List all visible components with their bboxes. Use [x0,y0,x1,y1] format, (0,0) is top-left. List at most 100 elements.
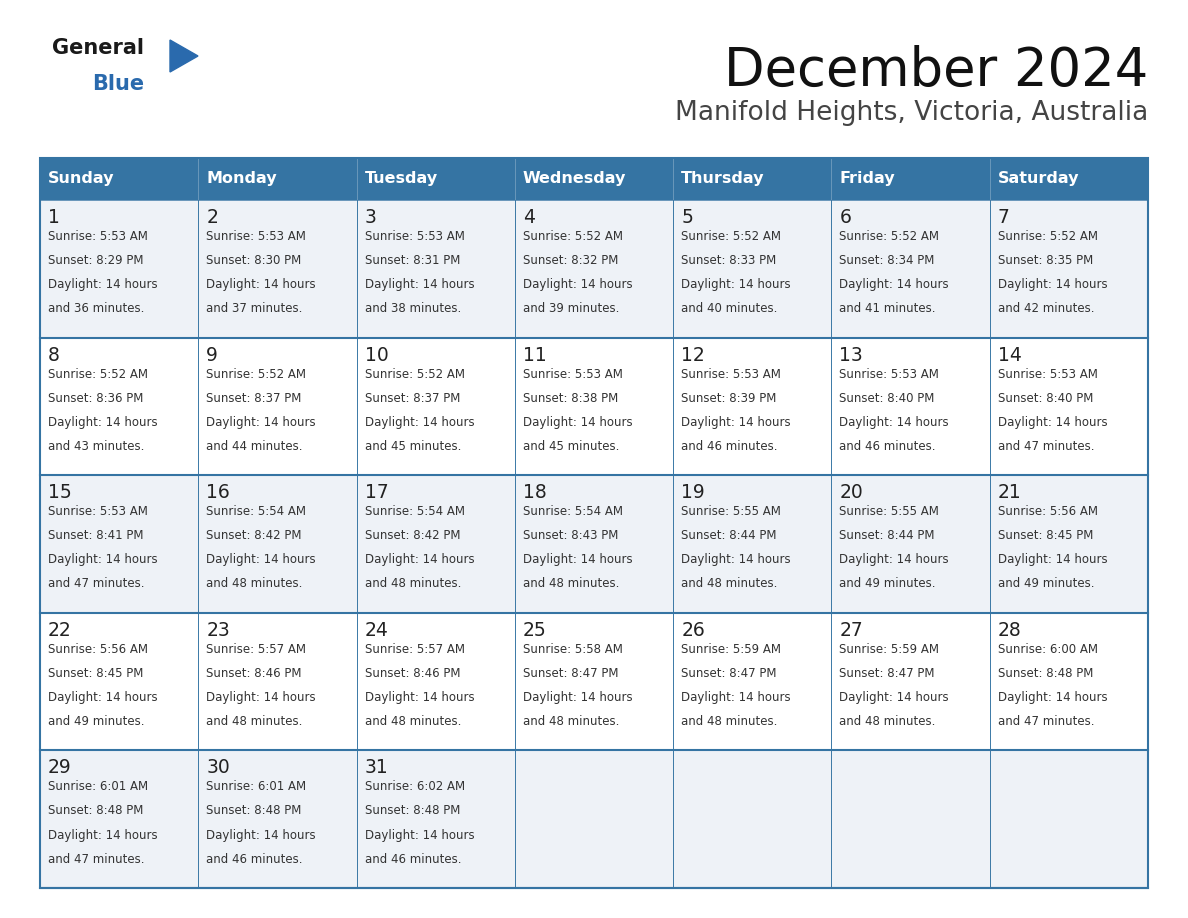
Bar [674,200,832,338]
Text: General: General [52,38,144,58]
Text: Daylight: 14 hours: Daylight: 14 hours [523,554,632,566]
Bar [198,158,356,200]
Text: Saturday: Saturday [998,172,1079,186]
Text: Daylight: 14 hours: Daylight: 14 hours [681,691,791,704]
Text: Sunset: 8:35 PM: Sunset: 8:35 PM [998,254,1093,267]
Bar [674,750,832,888]
Bar [990,476,1148,613]
Text: 27: 27 [840,621,864,640]
Text: Daylight: 14 hours: Daylight: 14 hours [48,554,158,566]
Text: Daylight: 14 hours: Daylight: 14 hours [207,278,316,291]
Text: Sunrise: 6:00 AM: Sunrise: 6:00 AM [998,643,1098,655]
Text: Sunrise: 6:02 AM: Sunrise: 6:02 AM [365,780,465,793]
Text: Sunset: 8:36 PM: Sunset: 8:36 PM [48,392,144,405]
Text: December 2024: December 2024 [723,45,1148,97]
Bar [356,750,514,888]
Text: 13: 13 [840,345,864,364]
Text: Sunday: Sunday [48,172,114,186]
Text: 24: 24 [365,621,388,640]
Text: Daylight: 14 hours: Daylight: 14 hours [840,554,949,566]
Text: and 48 minutes.: and 48 minutes. [207,577,303,590]
Bar [198,613,356,750]
Text: 7: 7 [998,208,1010,227]
Text: 29: 29 [48,758,71,778]
Text: Sunrise: 5:54 AM: Sunrise: 5:54 AM [365,505,465,518]
Text: Sunrise: 5:53 AM: Sunrise: 5:53 AM [365,230,465,243]
Text: 6: 6 [840,208,852,227]
Text: Sunset: 8:45 PM: Sunset: 8:45 PM [998,530,1093,543]
Text: 12: 12 [681,345,704,364]
Text: Daylight: 14 hours: Daylight: 14 hours [48,278,158,291]
Text: Friday: Friday [840,172,895,186]
Text: Manifold Heights, Victoria, Australia: Manifold Heights, Victoria, Australia [675,100,1148,126]
Text: Daylight: 14 hours: Daylight: 14 hours [365,278,474,291]
Bar [40,338,198,476]
Text: 11: 11 [523,345,546,364]
Text: Blue: Blue [91,74,144,94]
Text: Sunrise: 5:55 AM: Sunrise: 5:55 AM [840,505,940,518]
Polygon shape [170,40,198,72]
Text: 4: 4 [523,208,535,227]
Text: Sunrise: 5:54 AM: Sunrise: 5:54 AM [207,505,307,518]
Text: 16: 16 [207,483,230,502]
Bar [514,476,674,613]
Text: Daylight: 14 hours: Daylight: 14 hours [998,554,1107,566]
Text: Sunrise: 5:57 AM: Sunrise: 5:57 AM [365,643,465,655]
Text: Daylight: 14 hours: Daylight: 14 hours [207,829,316,842]
Text: 23: 23 [207,621,230,640]
Text: Sunset: 8:31 PM: Sunset: 8:31 PM [365,254,460,267]
Text: 28: 28 [998,621,1022,640]
Text: Sunset: 8:46 PM: Sunset: 8:46 PM [207,666,302,680]
Text: Sunset: 8:42 PM: Sunset: 8:42 PM [207,530,302,543]
Text: 25: 25 [523,621,546,640]
Text: Sunset: 8:41 PM: Sunset: 8:41 PM [48,530,144,543]
Text: and 46 minutes.: and 46 minutes. [840,440,936,453]
Bar [198,476,356,613]
Text: Daylight: 14 hours: Daylight: 14 hours [48,691,158,704]
Text: and 48 minutes.: and 48 minutes. [840,715,936,728]
Text: and 37 minutes.: and 37 minutes. [207,302,303,315]
Text: and 47 minutes.: and 47 minutes. [48,853,145,866]
Text: Sunrise: 5:57 AM: Sunrise: 5:57 AM [207,643,307,655]
Text: Daylight: 14 hours: Daylight: 14 hours [365,416,474,429]
Text: Daylight: 14 hours: Daylight: 14 hours [681,554,791,566]
Bar [356,158,514,200]
Text: Daylight: 14 hours: Daylight: 14 hours [207,691,316,704]
Text: Sunrise: 5:59 AM: Sunrise: 5:59 AM [681,643,782,655]
Text: 19: 19 [681,483,704,502]
Text: Sunset: 8:38 PM: Sunset: 8:38 PM [523,392,618,405]
Text: 20: 20 [840,483,864,502]
Text: Daylight: 14 hours: Daylight: 14 hours [48,829,158,842]
Text: Daylight: 14 hours: Daylight: 14 hours [840,278,949,291]
Text: Daylight: 14 hours: Daylight: 14 hours [681,278,791,291]
Text: Sunset: 8:33 PM: Sunset: 8:33 PM [681,254,777,267]
Text: 1: 1 [48,208,59,227]
Text: Daylight: 14 hours: Daylight: 14 hours [48,416,158,429]
Text: and 48 minutes.: and 48 minutes. [523,577,619,590]
Text: Sunset: 8:37 PM: Sunset: 8:37 PM [207,392,302,405]
Text: Sunset: 8:39 PM: Sunset: 8:39 PM [681,392,777,405]
Text: Daylight: 14 hours: Daylight: 14 hours [523,416,632,429]
Text: Sunset: 8:47 PM: Sunset: 8:47 PM [840,666,935,680]
Text: and 38 minutes.: and 38 minutes. [365,302,461,315]
Text: Sunset: 8:47 PM: Sunset: 8:47 PM [681,666,777,680]
Bar [40,613,198,750]
Text: Sunrise: 5:56 AM: Sunrise: 5:56 AM [998,505,1098,518]
Text: and 46 minutes.: and 46 minutes. [681,440,778,453]
Text: Sunrise: 5:53 AM: Sunrise: 5:53 AM [840,367,940,381]
Text: and 44 minutes.: and 44 minutes. [207,440,303,453]
Bar [40,158,1148,888]
Bar [832,476,990,613]
Text: Sunset: 8:48 PM: Sunset: 8:48 PM [365,804,460,818]
Text: Sunrise: 5:52 AM: Sunrise: 5:52 AM [365,367,465,381]
Text: Sunset: 8:48 PM: Sunset: 8:48 PM [998,666,1093,680]
Text: and 49 minutes.: and 49 minutes. [48,715,145,728]
Text: Sunset: 8:37 PM: Sunset: 8:37 PM [365,392,460,405]
Text: and 40 minutes.: and 40 minutes. [681,302,777,315]
Text: Daylight: 14 hours: Daylight: 14 hours [840,416,949,429]
Text: and 48 minutes.: and 48 minutes. [207,715,303,728]
Text: and 47 minutes.: and 47 minutes. [48,577,145,590]
Bar [40,200,198,338]
Text: Sunrise: 6:01 AM: Sunrise: 6:01 AM [207,780,307,793]
Bar [990,338,1148,476]
